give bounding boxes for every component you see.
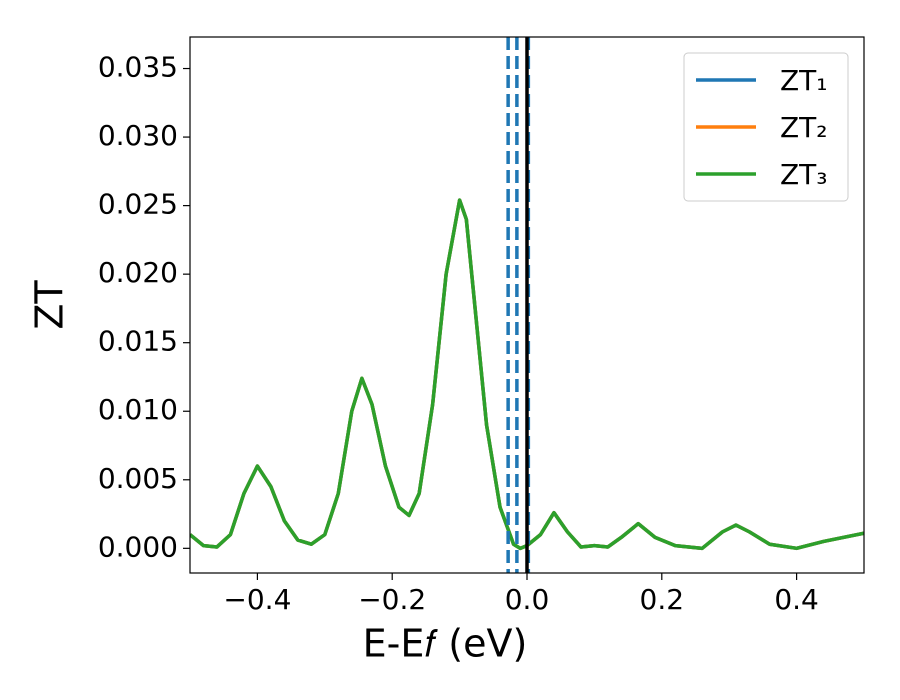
legend: ZT₁ ZT₂ ZT₃ — [683, 52, 849, 202]
legend-label: ZT₂ — [780, 111, 828, 144]
plot-frame — [189, 36, 865, 574]
x-tick-label: 0.4 — [774, 583, 819, 616]
series-line — [190, 198, 864, 551]
y-tick-label: 0.010 — [98, 393, 178, 426]
x-tick-label: 0.0 — [505, 583, 550, 616]
x-tick-label: −0.4 — [223, 583, 291, 616]
y-tick-label: 0.005 — [98, 462, 178, 495]
y-tick-label: 0.015 — [98, 325, 178, 358]
legend-label: ZT₃ — [780, 158, 828, 191]
y-tick-label: 0.000 — [98, 530, 178, 563]
legend-box — [683, 52, 849, 202]
y-axis-label: ZT — [28, 280, 72, 330]
y-tick-label: 0.035 — [98, 51, 178, 84]
x-tick-label: −0.2 — [358, 583, 426, 616]
y-tick-label: 0.025 — [98, 188, 178, 221]
x-tick-label: 0.2 — [640, 583, 685, 616]
plot-area — [190, 37, 864, 573]
y-tick-label: 0.030 — [98, 119, 178, 152]
x-axis-label: E-E𝑓 (eV) — [363, 622, 528, 666]
y-tick-label: 0.020 — [98, 256, 178, 289]
legend-label: ZT₁ — [780, 64, 828, 97]
